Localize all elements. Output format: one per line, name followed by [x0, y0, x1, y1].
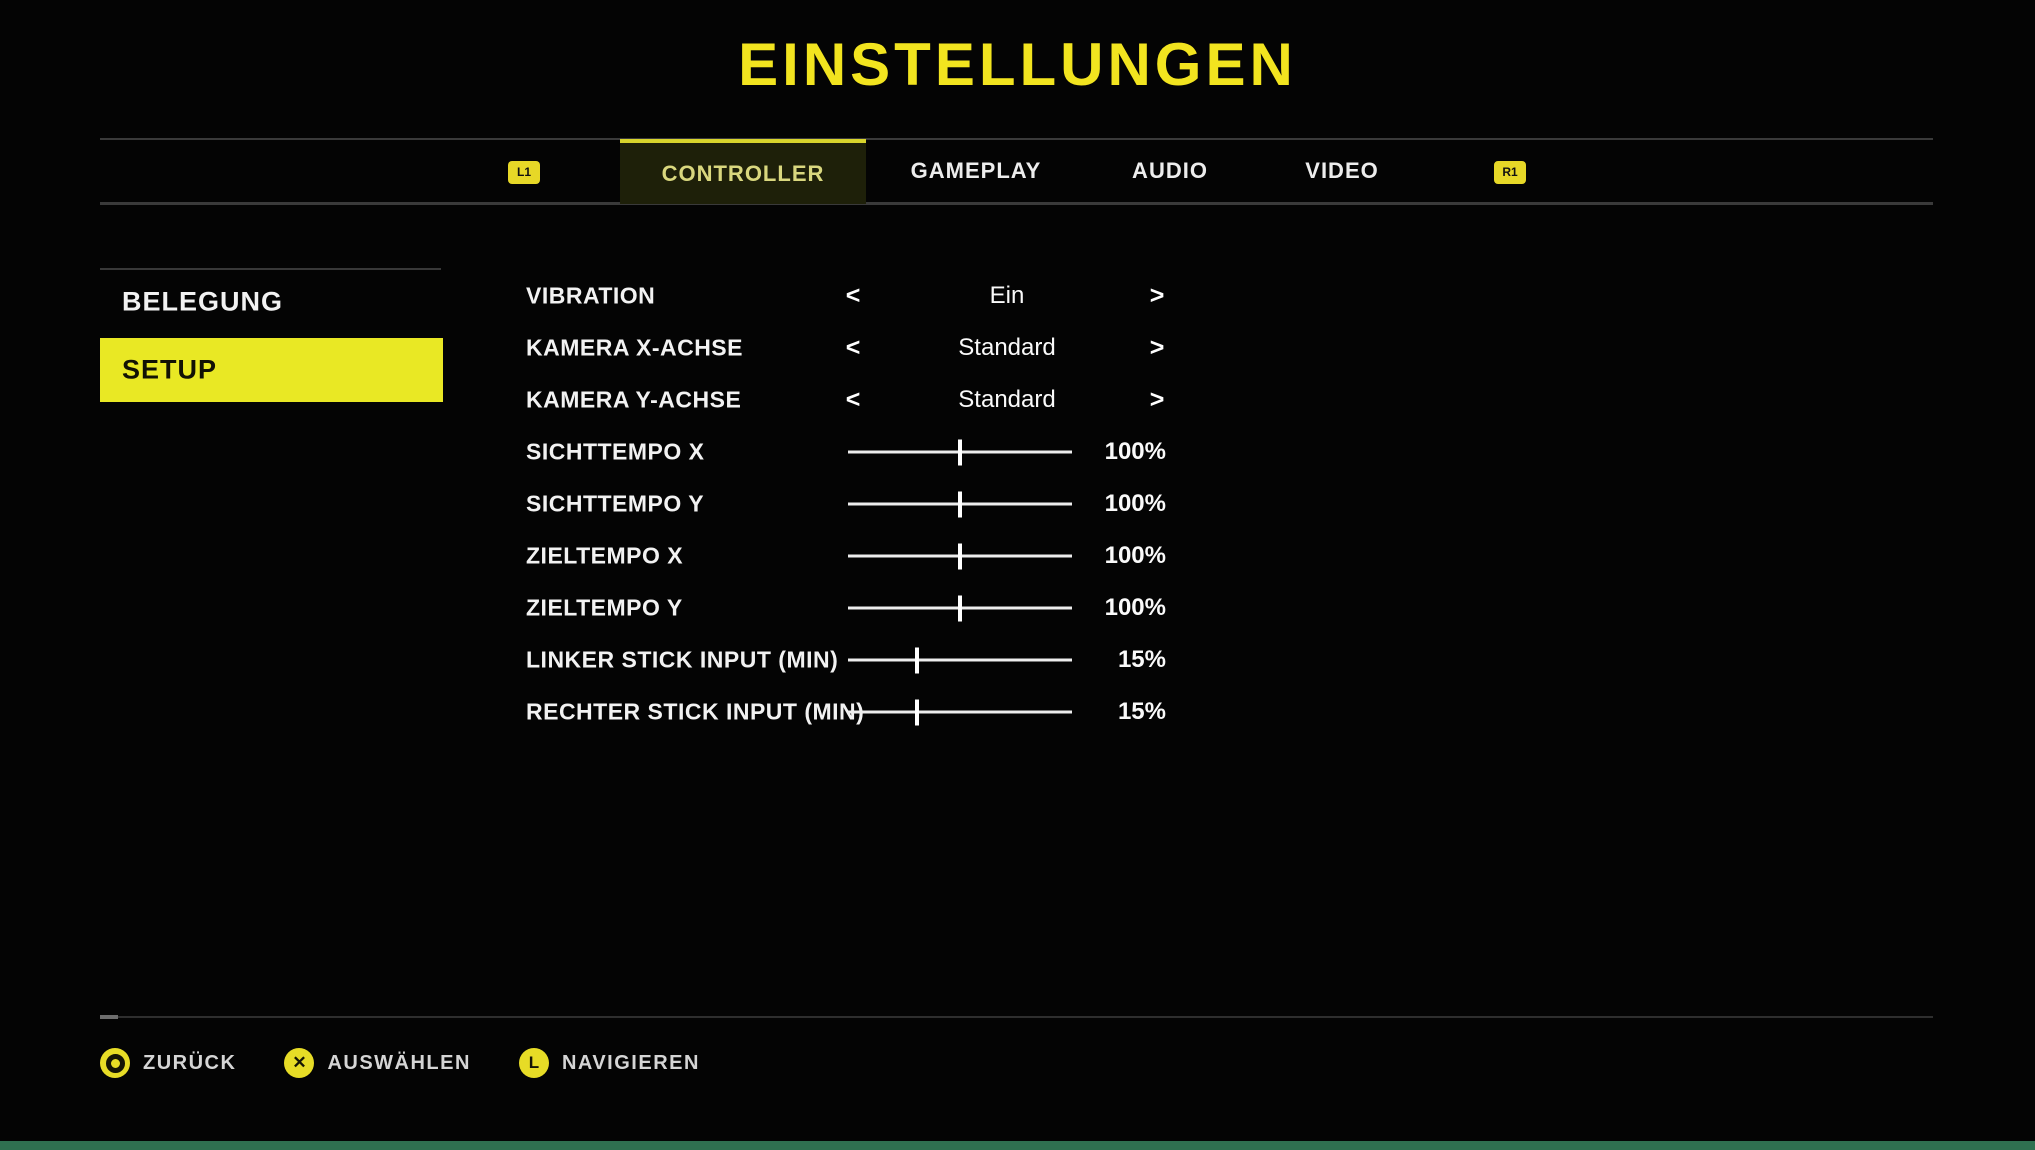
setting-label: SICHTTEMPO Y [526, 490, 705, 517]
page-title: EINSTELLUNGEN [738, 31, 1297, 98]
setting-label: ZIELTEMPO X [526, 542, 684, 569]
setting-label: KAMERA Y-ACHSE [526, 386, 742, 413]
tab-controller[interactable]: CONTROLLER [620, 139, 866, 204]
stepper-next-arrow-icon[interactable]: > [1149, 281, 1165, 310]
stepper-next-arrow-icon[interactable]: > [1149, 385, 1165, 414]
bottom-edge-strip [0, 1141, 2035, 1150]
footer-hint-label: ZURÜCK [143, 1051, 237, 1074]
stepper-prev-arrow-icon[interactable]: < [845, 333, 861, 362]
slider-track[interactable] [848, 543, 1072, 569]
sidebar-item-belegung[interactable]: BELEGUNG [100, 270, 443, 334]
stepper-next-arrow-icon[interactable]: > [1149, 333, 1165, 362]
setting-label: KAMERA X-ACHSE [526, 334, 743, 361]
slider-track[interactable] [848, 491, 1072, 517]
slider-value: 15% [1117, 698, 1166, 725]
tabbar-top-rule [100, 138, 1933, 140]
slider-track[interactable] [848, 595, 1072, 621]
slider-handle[interactable] [958, 439, 962, 465]
footer-rule [100, 1016, 1933, 1018]
tab-gameplay[interactable]: GAMEPLAY [910, 158, 1042, 183]
slider-value: 15% [1117, 646, 1166, 673]
setting-label: VIBRATION [526, 282, 656, 309]
setting-label: RECHTER STICK INPUT (MIN) [526, 698, 865, 725]
sidebar-divider [100, 268, 441, 270]
setting-label: ZIELTEMPO Y [526, 594, 683, 621]
slider-value: 100% [1104, 490, 1166, 517]
stepper-value: Ein [989, 282, 1025, 309]
slider-track[interactable] [848, 699, 1072, 725]
tabbar-bottom-rule [100, 202, 1933, 205]
cross-button-icon: ✕ [284, 1048, 315, 1078]
circle-glyph [105, 1053, 125, 1073]
footer-hints: ZURÜCK ✕ AUSWÄHLEN L NAVIGIEREN [100, 1046, 700, 1080]
setting-label: SICHTTEMPO X [526, 438, 705, 465]
footer-hint-circle-button[interactable]: ZURÜCK [100, 1048, 236, 1078]
footer-hint-left-stick-button[interactable]: L NAVIGIEREN [518, 1048, 700, 1078]
stepper-prev-arrow-icon[interactable]: < [845, 281, 861, 310]
setting-row: SICHTTEMPO Y 100% [0, 478, 2035, 530]
setting-label: LINKER STICK INPUT (MIN) [526, 646, 839, 673]
setting-row: LINKER STICK INPUT (MIN) 15% [0, 634, 2035, 686]
slider-value: 100% [1104, 542, 1166, 569]
left-stick-button-icon: L [518, 1048, 549, 1078]
footer-hint-cross-button[interactable]: ✕ AUSWÄHLEN [284, 1048, 471, 1078]
footer-hint-label: NAVIGIEREN [561, 1051, 700, 1074]
setting-row: VIBRATION < Ein > [0, 270, 2035, 322]
setting-row: KAMERA Y-ACHSE < Standard > [0, 374, 2035, 426]
slider-value: 100% [1104, 438, 1166, 465]
tab-video[interactable]: VIDEO [1305, 158, 1379, 183]
setting-row: ZIELTEMPO X 100% [0, 530, 2035, 582]
slider-handle[interactable] [914, 699, 919, 725]
tab-audio[interactable]: AUDIO [1132, 158, 1208, 183]
stepper-value: Standard [958, 334, 1056, 361]
setting-row: RECHTER STICK INPUT (MIN) 15% [0, 686, 2035, 738]
setting-row: ZIELTEMPO Y 100% [0, 582, 2035, 634]
footer-hint-label: AUSWÄHLEN [327, 1051, 471, 1074]
slider-handle[interactable] [958, 543, 962, 569]
sidebar-item-setup[interactable]: SETUP [100, 338, 443, 402]
slider-track[interactable] [848, 439, 1072, 465]
footer-rule-accent [100, 1015, 118, 1019]
slider-handle[interactable] [958, 595, 962, 621]
slider-handle[interactable] [914, 647, 919, 673]
slider-track[interactable] [848, 647, 1072, 673]
slider-value: 100% [1104, 594, 1166, 621]
l1-button-icon[interactable]: L1 [508, 161, 540, 184]
setting-row: SICHTTEMPO X 100% [0, 426, 2035, 478]
r1-button-icon[interactable]: R1 [1494, 161, 1526, 184]
setting-row: KAMERA X-ACHSE < Standard > [0, 322, 2035, 374]
circle-button-icon [100, 1048, 130, 1078]
stepper-prev-arrow-icon[interactable]: < [845, 385, 861, 414]
slider-handle[interactable] [958, 491, 962, 517]
sidebar-item-label: SETUP [122, 354, 218, 385]
stepper-value: Standard [958, 386, 1056, 413]
sidebar-item-label: BELEGUNG [122, 286, 284, 317]
